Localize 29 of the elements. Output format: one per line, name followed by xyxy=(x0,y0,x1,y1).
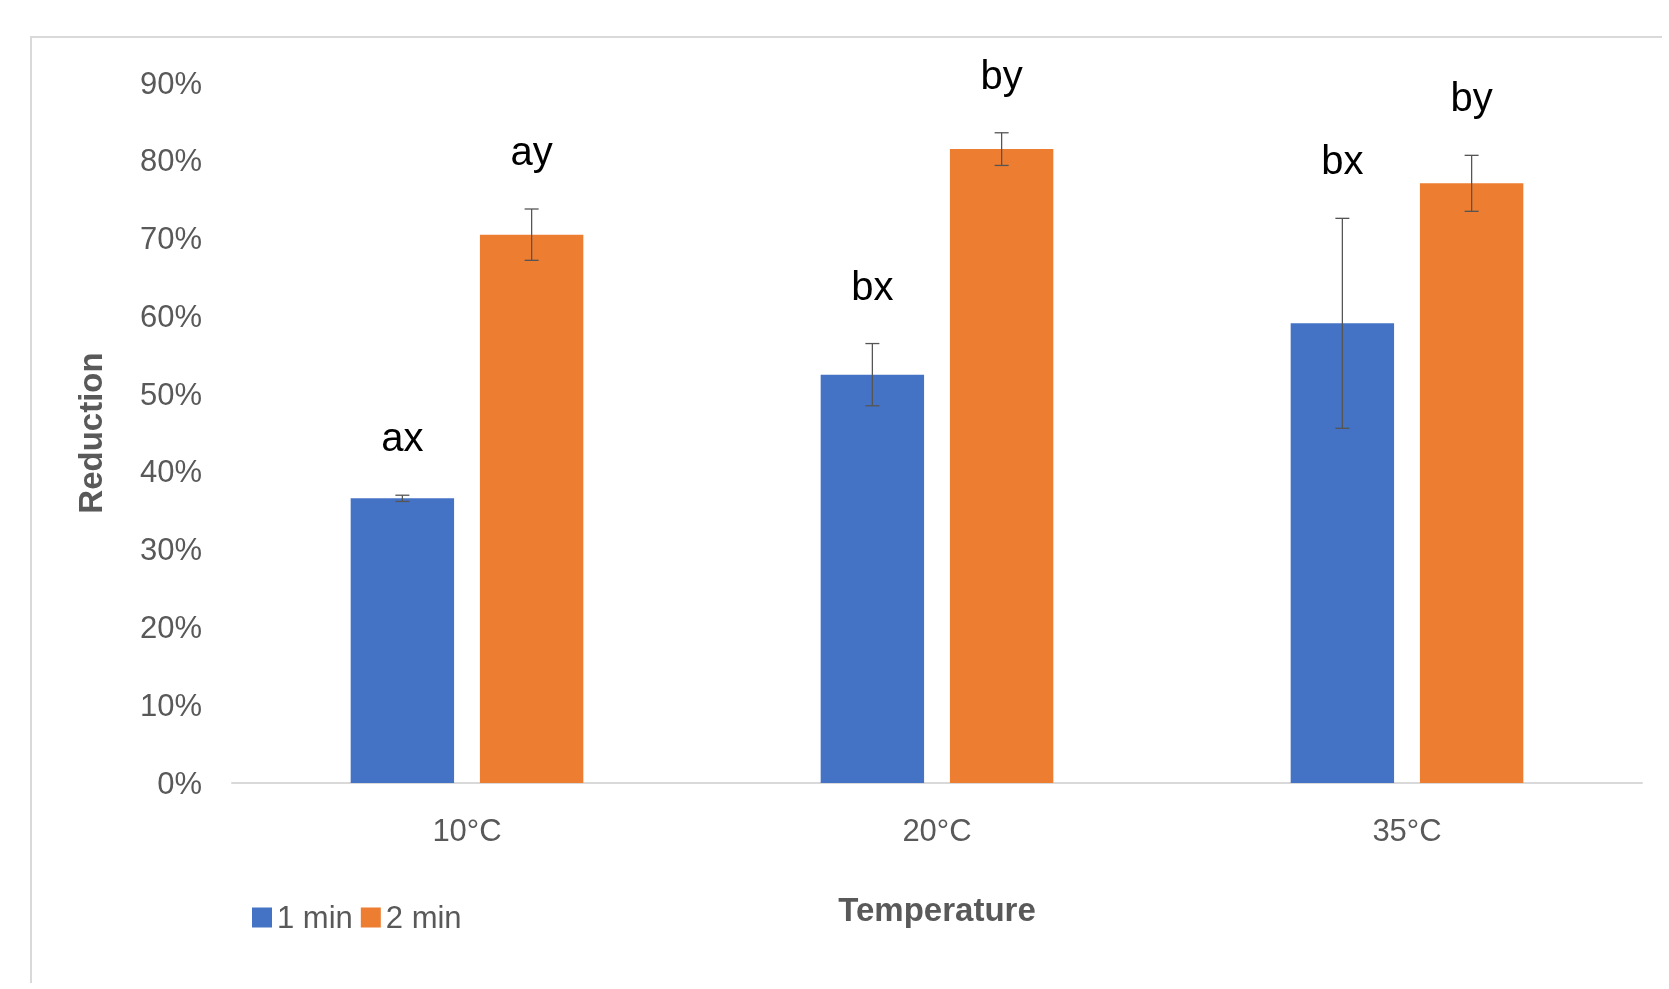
y-tick-label: 10% xyxy=(139,687,202,723)
annotation: ax xyxy=(381,415,424,460)
bar xyxy=(820,374,925,783)
bar xyxy=(949,149,1054,783)
x-tick-label: 20°C xyxy=(902,813,972,848)
y-tick-label: 20% xyxy=(139,609,202,645)
annotation: bx xyxy=(851,263,894,308)
x-axis-title: Temperature xyxy=(838,891,1036,928)
x-tick-label: 35°C xyxy=(1372,813,1442,848)
annotation: by xyxy=(1450,75,1493,120)
y-tick-label: 70% xyxy=(139,221,202,257)
y-tick-label: 60% xyxy=(139,298,202,334)
y-tick-label: 0% xyxy=(157,765,202,801)
bar xyxy=(1419,183,1524,783)
annotation: by xyxy=(980,52,1023,97)
x-tick-label: 10°C xyxy=(432,813,502,848)
annotation: bx xyxy=(1321,138,1364,183)
y-tick-label: 90% xyxy=(139,65,202,101)
y-axis-title: Reduction xyxy=(72,352,109,514)
y-tick-label: 30% xyxy=(139,532,202,568)
y-tick-label: 80% xyxy=(139,143,202,179)
bar xyxy=(479,234,584,783)
y-tick-label: 50% xyxy=(139,376,202,412)
y-tick-label: 40% xyxy=(139,454,202,490)
bar xyxy=(1290,323,1395,783)
bar xyxy=(350,498,455,783)
annotation: ay xyxy=(510,129,553,173)
legend-label: 2 min xyxy=(385,900,462,935)
legend-label: 1 min xyxy=(277,900,353,935)
